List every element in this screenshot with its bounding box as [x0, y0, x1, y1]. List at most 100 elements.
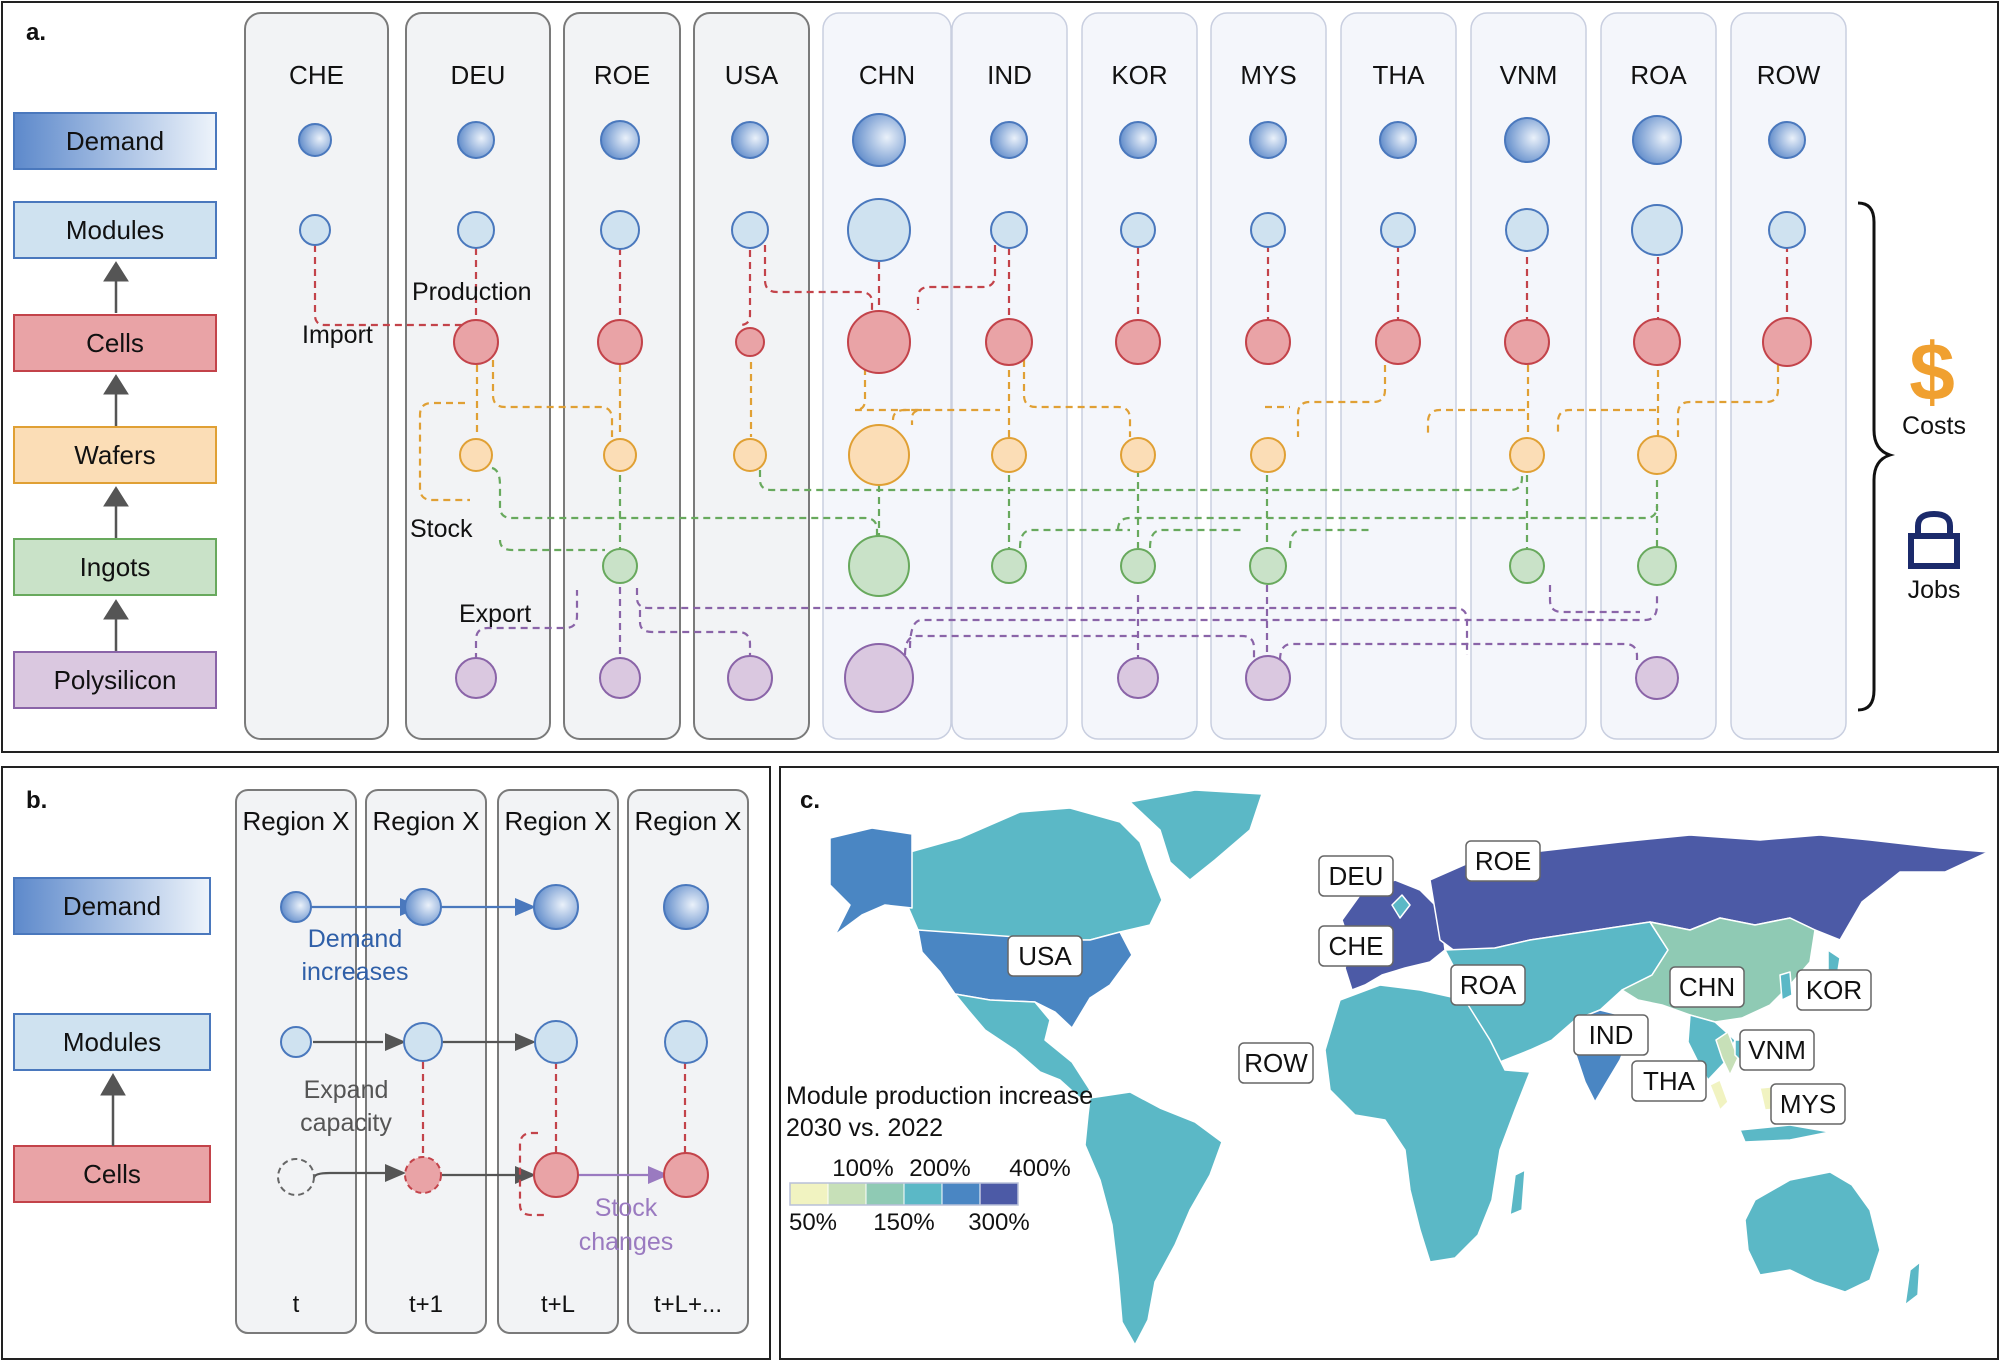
map-label-chn: CHN: [1679, 972, 1735, 1002]
demand-node-roa: [1632, 115, 1682, 165]
b-modules-node-2: [534, 1020, 578, 1064]
map-label-box-deu: [1318, 855, 1394, 897]
cells-node-ind: [985, 318, 1033, 366]
cells-node-usa: [735, 327, 765, 357]
map-label-box-roe: [1465, 840, 1541, 882]
cells-node-roa: [1633, 318, 1681, 366]
panel-b-legend-arrow: [100, 1072, 126, 1146]
poly-node-roe: [599, 657, 641, 699]
legend-box-modules: [13, 201, 217, 259]
cells-node-vnm: [1504, 319, 1550, 365]
b-demand-node-0: [280, 891, 312, 923]
poly-node-chn: [844, 643, 914, 713]
map-label-box-usa: [1007, 935, 1083, 977]
demand-node-che: [298, 123, 332, 157]
wafers-node-ind: [991, 437, 1027, 473]
export-label: Export: [459, 600, 531, 628]
costs-label: Costs: [1902, 412, 1966, 440]
panel-b-legend-label-demand: Demand: [63, 891, 161, 921]
demand-node-roe: [600, 120, 640, 160]
world-map: [829, 789, 1989, 1346]
map-legend-scale: [789, 1182, 1019, 1206]
scale-swatch-3: [903, 1182, 943, 1206]
panel-a-legend: Demand Modules Cells Wafers Ingots Polysilico…: [13, 112, 217, 709]
cells-node-roe: [597, 319, 643, 365]
panel-c-label: c.: [800, 787, 820, 814]
region-title-deu: DEU: [451, 60, 506, 90]
region-title-chn: CHN: [859, 60, 915, 90]
demand-node-ind: [990, 121, 1028, 159]
cells-node-tha: [1375, 319, 1421, 365]
modules-node-che: [299, 214, 331, 246]
poly-node-deu: [455, 657, 497, 699]
demand-increases-line2: increases: [302, 958, 409, 986]
map-label-tha: THA: [1643, 1066, 1696, 1096]
region-title-roa: ROA: [1630, 60, 1687, 90]
cells-node-kor: [1115, 319, 1161, 365]
region-column-kor: [1081, 12, 1198, 740]
scale-swatch-0: [789, 1182, 829, 1206]
map-label-box-chn: [1669, 966, 1745, 1008]
legend-box-cells: [13, 314, 217, 372]
panel-a-legend-arrows: [103, 261, 129, 651]
region-x-title: Region X: [635, 806, 742, 836]
b-cells-node-2: [533, 1152, 579, 1198]
map-label-box-che: [1318, 925, 1394, 967]
b-cells-node-0: [277, 1158, 315, 1196]
time-column-0: [235, 789, 357, 1334]
region-column-row: [1730, 12, 1847, 740]
b-demand-node-3: [663, 884, 709, 930]
region-x-title: Region X: [373, 806, 480, 836]
ingots-node-roa: [1637, 546, 1677, 586]
ingots-node-chn: [848, 535, 910, 597]
lock-icon: [1908, 510, 1960, 569]
panel-b-legend-label-modules: Modules: [63, 1027, 161, 1057]
cells-node-chn: [847, 310, 911, 374]
panel-b-columns: Region X t Region X t+1 Region X t+L Region X t…: [235, 789, 749, 1334]
modules-node-deu: [457, 211, 495, 249]
wafers-node-usa: [733, 438, 767, 472]
demand-node-row: [1768, 121, 1806, 159]
demand-increases-line1: Demand: [308, 925, 403, 953]
map-legend-title-line2: 2030 vs. 2022: [786, 1114, 943, 1142]
legend-label-ingots: Ingots: [80, 552, 151, 582]
map-label-roe: ROE: [1475, 846, 1531, 876]
modules-node-mys: [1250, 212, 1286, 248]
demand-node-chn: [852, 113, 906, 167]
modules-node-tha: [1380, 212, 1416, 248]
demand-node-mys: [1249, 121, 1287, 159]
poly-node-mys: [1245, 655, 1291, 701]
wafers-node-vnm: [1509, 437, 1545, 473]
scale-tick-bottom-1: 150%: [873, 1209, 934, 1236]
modules-node-kor: [1120, 212, 1156, 248]
modules-node-roe: [600, 210, 640, 250]
wafers-node-chn: [848, 424, 910, 486]
map-label-mys: MYS: [1780, 1089, 1836, 1119]
wafers-node-roe: [603, 438, 637, 472]
map-label-vnm: VNM: [1748, 1035, 1806, 1065]
map-legend-ticks: 100% 200% 400% 50% 150% 300%: [789, 1155, 1071, 1236]
panel-b-nodes: [277, 884, 709, 1198]
brace: [1857, 201, 1896, 712]
map-label-kor: KOR: [1806, 975, 1862, 1005]
legend-box-demand: [13, 112, 217, 170]
map-legend-title-line1: Module production increase: [786, 1082, 1093, 1110]
b-demand-node-1: [404, 888, 442, 926]
map-label-usa: USA: [1018, 941, 1072, 971]
map-label-roa: ROA: [1460, 970, 1517, 1000]
cells-node-deu: [453, 319, 499, 365]
panel-b-legend-box-modules: [13, 1013, 211, 1071]
modules-node-row: [1768, 211, 1806, 249]
panel-c-frame: [779, 766, 1999, 1360]
map-labels: DEU ROE USA CHE ROA CHN KOR IND VNM ROW THA MYS: [1007, 840, 1872, 1125]
legend-label-demand: Demand: [66, 126, 164, 156]
map-label-box-vnm: [1739, 1029, 1815, 1071]
cells-node-mys: [1245, 319, 1291, 365]
scale-swatch-5: [979, 1182, 1019, 1206]
panel-b-frame: [1, 766, 771, 1360]
modules-node-ind: [990, 211, 1028, 249]
map-label-box-row: [1238, 1042, 1314, 1084]
modules-node-roa: [1631, 204, 1683, 256]
wafers-node-mys: [1250, 437, 1286, 473]
region-title-roe: ROE: [594, 60, 650, 90]
